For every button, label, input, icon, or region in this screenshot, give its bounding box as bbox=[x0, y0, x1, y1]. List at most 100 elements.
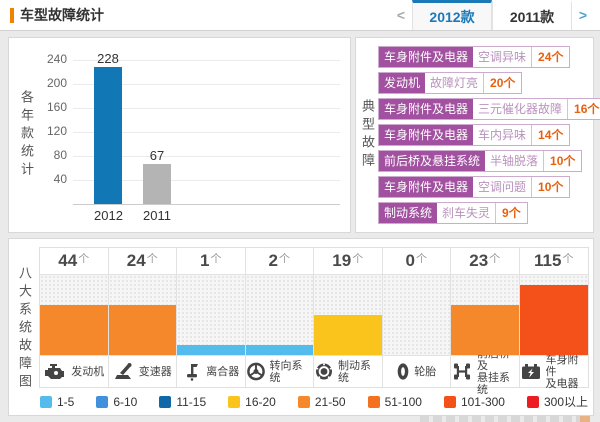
legend-item: 300以上 bbox=[526, 393, 589, 410]
bar-value-label: 67 bbox=[149, 147, 165, 163]
x-tick-label: 2012 bbox=[94, 208, 123, 223]
fault-count-tag: 24个 bbox=[538, 50, 564, 64]
legend-label: 51-100 bbox=[384, 394, 422, 409]
legend-label: 11-15 bbox=[176, 394, 207, 409]
legend-label: 101-300 bbox=[460, 394, 505, 409]
system-count-cell: 19 个 bbox=[314, 248, 383, 275]
legend-label: 1-5 bbox=[56, 394, 75, 409]
fault-name-tag: 故障灯亮 bbox=[425, 73, 485, 93]
system-bar-cell bbox=[451, 275, 520, 355]
yearly-chart-yaxis: 40 80 120 160 200 240 bbox=[43, 52, 71, 204]
fault-system-tag: 车身附件及电器 bbox=[379, 99, 474, 119]
system-bar-cell bbox=[177, 275, 246, 355]
system-icon-cell: 发动机 bbox=[40, 355, 109, 387]
yearly-chart-xaxis: 2012 2011 bbox=[73, 208, 340, 224]
system-icon-cell: 离合器 bbox=[177, 355, 246, 387]
system-name-label: 制动系统 bbox=[338, 359, 371, 384]
system-bar bbox=[108, 305, 176, 355]
system-count-unit: 个 bbox=[210, 253, 222, 265]
y-tick-label: 120 bbox=[46, 124, 67, 138]
fault-system-tag: 车身附件及电器 bbox=[379, 125, 474, 145]
legend-swatch bbox=[228, 395, 241, 408]
y-tick-label: 80 bbox=[53, 148, 67, 162]
bucket-legend: 1-5 6-10 11-15 16-20 21-50 51-100 101-300 300以上 bbox=[39, 392, 589, 411]
x-tick-label: 2011 bbox=[143, 208, 171, 223]
system-count-unit: 个 bbox=[78, 253, 90, 265]
legend-item: 6-10 bbox=[96, 395, 137, 409]
system-count-unit: 个 bbox=[489, 253, 501, 265]
prev-arrow-button[interactable]: < bbox=[396, 7, 406, 23]
system-count-value: 115 bbox=[534, 251, 562, 270]
legend-swatch bbox=[443, 395, 456, 408]
fault-count-tag: 20个 bbox=[490, 76, 516, 90]
yearly-chart-ylabel: 各年款统计 bbox=[19, 90, 34, 180]
system-bar bbox=[245, 345, 313, 355]
y-tick-label: 160 bbox=[46, 100, 67, 114]
legend-item: 16-20 bbox=[228, 395, 276, 409]
system-bar bbox=[314, 315, 382, 355]
system-count-cell: 23 个 bbox=[451, 248, 520, 275]
legend-item: 11-15 bbox=[159, 395, 206, 409]
system-bar-cell bbox=[382, 275, 451, 355]
system-name-label: 离合器 bbox=[206, 365, 240, 378]
legend-swatch bbox=[297, 395, 310, 408]
system-bar-cell bbox=[519, 275, 588, 355]
y-tick-label: 240 bbox=[46, 52, 67, 66]
system-icon-cell: 转向系统 bbox=[245, 355, 314, 387]
system-bar-cell bbox=[314, 275, 383, 355]
fault-count-tag: 16个 bbox=[574, 102, 600, 116]
system-count-unit: 个 bbox=[352, 253, 364, 265]
typical-faults-list: 车身附件及电器 空调异味 24个 发动机 故障灯亮 20个 车身附件及电器 三元催化器故障 16… bbox=[378, 42, 600, 228]
bar-value-label: 228 bbox=[97, 51, 119, 67]
system-icon-cell: 轮胎 bbox=[382, 355, 451, 387]
fault-name-tag: 刹车失灵 bbox=[437, 203, 497, 223]
yearly-stats-panel: 各年款统计 40 80 120 160 200 240 228 67 2012 2011 bbox=[8, 37, 351, 233]
fault-name-tag: 空调问题 bbox=[473, 177, 533, 197]
systems-chart: 44 个 24 个 1 个 2 个 19 个 0 个 23 个 115 个 发动机 变速器 离合器 转向系统 制动系统… bbox=[39, 247, 589, 411]
legend-swatch bbox=[39, 395, 52, 408]
legend-label: 21-50 bbox=[314, 394, 346, 409]
typical-fault-item: 前后桥及悬挂系统 半轴脱落 10个 bbox=[378, 150, 583, 172]
system-count-value: 24 bbox=[126, 251, 146, 270]
fault-system-tag: 车身附件及电器 bbox=[379, 47, 474, 67]
system-count-value: 0 bbox=[405, 251, 415, 270]
fault-system-tag: 车身附件及电器 bbox=[379, 177, 474, 197]
system-icon-cell: 前后桥及悬挂系统 bbox=[451, 348, 520, 396]
fault-system-tag: 前后桥及悬挂系统 bbox=[379, 151, 486, 171]
system-count-value: 2 bbox=[268, 251, 278, 270]
fault-system-tag: 发动机 bbox=[379, 73, 426, 93]
tab-2011款[interactable]: 2011款 bbox=[492, 0, 572, 30]
next-arrow-button[interactable]: > bbox=[578, 7, 588, 23]
system-count-cell: 24 个 bbox=[108, 248, 177, 275]
legend-swatch bbox=[96, 395, 109, 408]
legend-label: 6-10 bbox=[113, 394, 138, 409]
system-name-label: 轮胎 bbox=[414, 365, 437, 378]
system-count-value: 44 bbox=[58, 251, 78, 270]
yearly-chart: 40 80 120 160 200 240 228 67 2012 2011 bbox=[43, 38, 350, 232]
legend-item: 51-100 bbox=[367, 394, 422, 409]
typical-fault-item: 制动系统 刹车失灵 9个 bbox=[378, 202, 528, 224]
system-count-unit: 个 bbox=[415, 253, 427, 265]
legend-label: 300以上 bbox=[543, 395, 589, 409]
systems-fault-panel: 八大系统故障图 44 个 24 个 1 个 2 个 19 个 0 个 23 个 115 个 发动机 变速器 离合器… bbox=[8, 238, 594, 416]
watermark bbox=[420, 416, 590, 422]
systems-bars-row bbox=[40, 275, 588, 355]
system-count-unit: 个 bbox=[278, 253, 290, 265]
system-bar-cell bbox=[40, 275, 109, 355]
tab-2012款[interactable]: 2012款 bbox=[412, 0, 492, 30]
legend-label: 16-20 bbox=[245, 394, 276, 409]
page-title: 车型故障统计 bbox=[20, 7, 104, 23]
legend-swatch bbox=[159, 395, 172, 408]
system-bar-cell bbox=[108, 275, 177, 355]
fault-count-tag: 14个 bbox=[538, 128, 564, 142]
yearly-bar-2012: 228 bbox=[94, 51, 122, 204]
fault-count-tag: 10个 bbox=[550, 154, 576, 168]
system-count-cell: 115 个 bbox=[519, 248, 588, 275]
system-bar bbox=[40, 305, 108, 355]
axle-icon bbox=[451, 362, 473, 381]
fault-count-tag: 9个 bbox=[502, 206, 521, 220]
system-count-value: 23 bbox=[469, 251, 489, 270]
